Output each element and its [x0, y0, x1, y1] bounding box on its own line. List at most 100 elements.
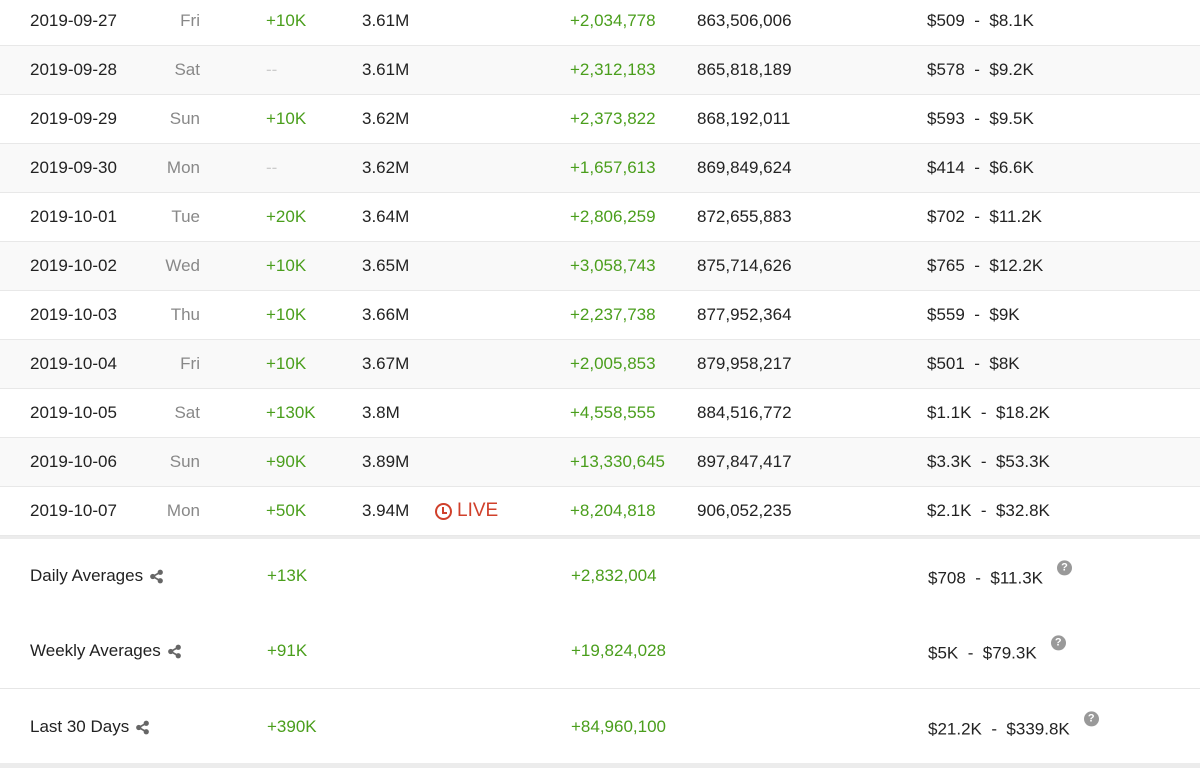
view-total: 877,952,364 — [697, 305, 792, 324]
estimated-earnings: $702 - $11.2K — [927, 207, 1042, 226]
view-total: 865,818,189 — [697, 60, 792, 79]
subscriber-total: 3.62M — [362, 158, 410, 177]
date: 2019-10-01 — [30, 207, 117, 226]
date: 2019-09-27 — [30, 11, 117, 30]
date: 2019-10-04 — [30, 354, 117, 373]
date: 2019-09-30 — [30, 158, 117, 177]
date: 2019-10-06 — [30, 452, 117, 471]
date: 2019-10-02 — [30, 256, 117, 275]
estimated-earnings: $578 - $9.2K — [927, 60, 1034, 79]
table-row: 2019-09-30 Mon -- 3.62M +1,657,613 869,84… — [0, 144, 1200, 193]
summary-earnings: $21.2K - $339.8K — [928, 719, 1070, 739]
weekday: Sun — [169, 452, 200, 471]
view-change: +2,034,778 — [570, 11, 656, 30]
clock-icon — [435, 502, 452, 520]
subscriber-change: +50K — [266, 501, 307, 520]
help-icon[interactable]: ? — [1057, 560, 1072, 576]
subscriber-change: +10K — [266, 354, 307, 373]
subscriber-total: 3.65M — [362, 256, 410, 275]
summary-label: Weekly Averages — [30, 640, 161, 660]
help-icon[interactable]: ? — [1083, 711, 1099, 727]
estimated-earnings: $501 - $8K — [927, 354, 1020, 373]
weekday: Sat — [174, 60, 200, 79]
subscriber-change: +10K — [266, 11, 307, 30]
weekday: Wed — [165, 256, 200, 275]
view-change: +3,058,743 — [570, 256, 656, 275]
table-row: 2019-10-01 Tue +20K 3.64M +2,806,259 872,… — [0, 193, 1200, 242]
view-change: +2,373,822 — [570, 109, 656, 128]
summary-row: Last 30 Days +390K +84,960,100 $21.2K - … — [0, 689, 1200, 765]
date: 2019-09-28 — [30, 60, 117, 79]
summary-label: Last 30 Days — [30, 717, 130, 736]
summary-label: Daily Averages — [30, 566, 144, 585]
weekday: Thu — [170, 305, 200, 324]
subscriber-change: -- — [266, 60, 278, 79]
share-icon[interactable] — [167, 644, 182, 659]
table-row: 2019-10-03 Thu +10K 3.66M +2,237,738 877,… — [0, 291, 1200, 340]
summary-row: Weekly Averages +91K +19,824,028 $5K - $… — [0, 613, 1200, 689]
weekday: Mon — [166, 158, 200, 177]
subscriber-total: 3.62M — [362, 109, 410, 128]
view-total: 897,847,417 — [697, 452, 792, 471]
subscriber-change: +20K — [266, 207, 307, 226]
view-change: +2,005,853 — [570, 354, 656, 373]
weekday: Sat — [174, 403, 200, 422]
view-change: +8,204,818 — [570, 501, 656, 520]
table-row: 2019-10-04 Fri +10K 3.67M +2,005,853 879,… — [0, 340, 1200, 389]
view-total: 875,714,626 — [697, 256, 792, 275]
view-total: 868,192,011 — [697, 109, 791, 128]
view-change: +1,657,613 — [570, 158, 656, 177]
view-total: 906,052,235 — [697, 501, 792, 520]
view-change: +13,330,645 — [570, 452, 666, 471]
table-row: 2019-10-05 Sat +130K 3.8M +4,558,555 884,… — [0, 389, 1200, 438]
weekday: Sun — [169, 109, 200, 128]
weekday: Mon — [166, 501, 200, 520]
view-total: 863,506,006 — [697, 11, 792, 30]
estimated-earnings: $3.3K - $53.3K — [927, 452, 1050, 471]
summary-earnings: $5K - $79.3K — [928, 642, 1037, 662]
subscriber-total: 3.89M — [362, 452, 410, 471]
estimated-earnings: $593 - $9.5K — [927, 109, 1034, 128]
table-row: 2019-09-27 Fri +10K 3.61M +2,034,778 863,… — [0, 0, 1200, 46]
share-icon[interactable] — [135, 720, 150, 735]
summary-subscriber-change: +390K — [267, 717, 317, 736]
help-icon[interactable]: ? — [1050, 634, 1066, 650]
live-badge: LIVE — [435, 500, 498, 522]
summary-subscriber-change: +91K — [267, 640, 308, 660]
bottom-divider — [0, 763, 1200, 768]
subscriber-change: +10K — [266, 305, 307, 324]
estimated-earnings: $1.1K - $18.2K — [927, 403, 1050, 422]
summary-subscriber-change: +13K — [267, 566, 308, 585]
summary-view-change: +2,832,004 — [571, 566, 657, 585]
date: 2019-10-07 — [30, 501, 117, 520]
live-label: LIVE — [457, 500, 499, 521]
estimated-earnings: $2.1K - $32.8K — [927, 501, 1050, 520]
subscriber-total: 3.67M — [362, 354, 410, 373]
subscriber-total: 3.94M — [362, 501, 410, 520]
daily-stats-table: 2019-09-27 Fri +10K 3.61M +2,034,778 863,… — [0, 0, 1200, 536]
view-total: 884,516,772 — [697, 403, 792, 422]
subscriber-change: -- — [266, 158, 278, 177]
view-change: +2,237,738 — [570, 305, 656, 324]
summary-row: Daily Averages +13K +2,832,004 $708 - $1… — [0, 539, 1200, 613]
subscriber-total: 3.61M — [362, 11, 410, 30]
table-row: 2019-09-28 Sat -- 3.61M +2,312,183 865,81… — [0, 46, 1200, 95]
weekday: Fri — [180, 354, 200, 373]
view-change: +2,806,259 — [570, 207, 656, 226]
date: 2019-10-05 — [30, 403, 117, 422]
estimated-earnings: $414 - $6.6K — [927, 158, 1034, 177]
table-row: 2019-10-07 Mon +50K 3.94M LIVE +8,204,818 … — [0, 487, 1200, 536]
table-row: 2019-09-29 Sun +10K 3.62M +2,373,822 868,… — [0, 95, 1200, 144]
summary-view-change: +19,824,028 — [571, 640, 667, 660]
table-row: 2019-10-02 Wed +10K 3.65M +3,058,743 875,… — [0, 242, 1200, 291]
date: 2019-10-03 — [30, 305, 117, 324]
summary-earnings: $708 - $11.3K — [928, 568, 1043, 588]
subscriber-change: +10K — [266, 256, 307, 275]
estimated-earnings: $765 - $12.2K — [927, 256, 1044, 275]
table-row: 2019-10-06 Sun +90K 3.89M +13,330,645 897… — [0, 438, 1200, 487]
estimated-earnings: $509 - $8.1K — [927, 11, 1034, 30]
share-icon[interactable] — [149, 569, 164, 584]
subscriber-total: 3.8M — [362, 403, 400, 422]
weekday: Fri — [180, 11, 200, 30]
subscriber-total: 3.61M — [362, 60, 410, 79]
